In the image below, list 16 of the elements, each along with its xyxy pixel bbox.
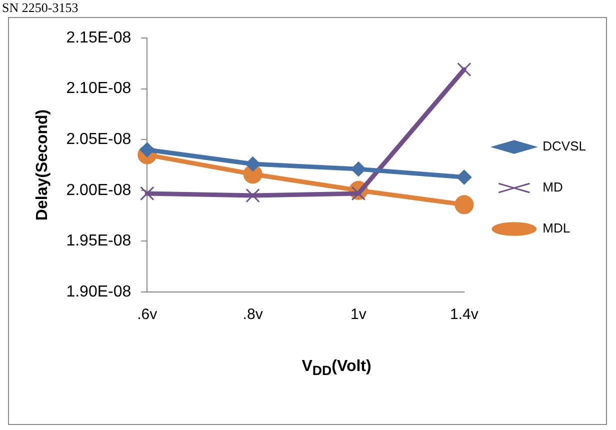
y-tick-label: 2.15E-08 — [66, 29, 132, 46]
x-tick-label: 1.4v — [450, 306, 479, 324]
y-tick-label: 2.10E-08 — [66, 80, 132, 98]
legend-label: DCVSL — [542, 138, 586, 154]
x-tick-label: 1v — [350, 306, 367, 324]
x-tick-label: .6v — [137, 306, 158, 324]
text: SN 2250-3153 — [2, 0, 78, 16]
legend-label: MD — [542, 180, 563, 195]
y-tick-label: 1.95E-08 — [66, 232, 132, 250]
y-tick-label: 2.05E-08 — [66, 131, 132, 148]
x-tick-label: .8v — [242, 306, 264, 324]
y-axis-title: Delay(Second) — [34, 109, 52, 221]
x-axis-title: V$_{DD}$(Volt) — [300, 358, 372, 378]
y-tick-label: 1.90E-08 — [66, 283, 132, 300]
legend-label: MDL — [542, 220, 570, 236]
y-tick-label: 2.00E-08 — [66, 182, 132, 199]
